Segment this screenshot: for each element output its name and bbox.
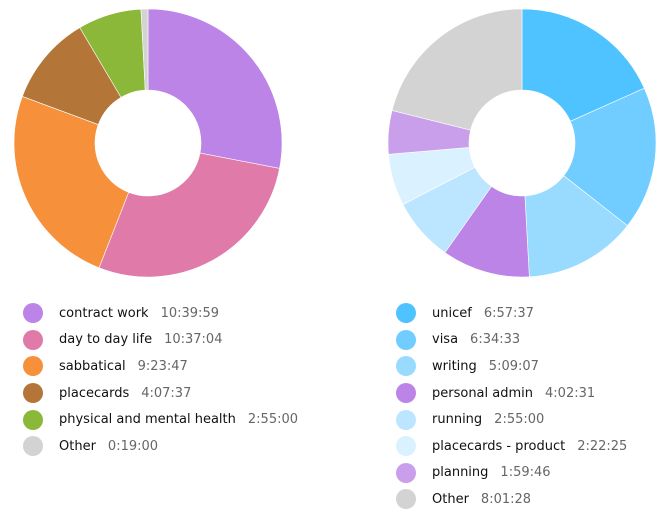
legend-item[interactable]: personal admin 4:02:31 — [396, 380, 627, 407]
legend-value: 2:55:00 — [247, 412, 299, 428]
right-slice-unicef[interactable] — [521, 8, 645, 122]
legend-label: unicef — [432, 305, 472, 321]
legend-value: 4:07:37 — [141, 385, 192, 401]
legend-color-dot — [396, 462, 416, 483]
legend-right: unicef 6:57:37 visa 6:34:33 writing 5:09… — [396, 300, 627, 513]
left-slice-other[interactable] — [140, 8, 149, 91]
legend-item[interactable]: placecards 4:07:37 — [23, 380, 298, 407]
legend-value: 6:34:33 — [470, 332, 521, 348]
legend-left: contract work 10:39:59 day to day life 1… — [23, 300, 298, 460]
legend-label: writing — [432, 358, 477, 374]
legend-item[interactable]: Other 0:19:00 — [23, 433, 298, 460]
legend-value: 1:59:46 — [500, 465, 551, 481]
legend-color-dot — [23, 436, 43, 457]
legend-color-dot — [396, 356, 416, 377]
legend-label: placecards - product — [432, 438, 566, 454]
legend-item[interactable]: contract work 10:39:59 — [23, 300, 298, 327]
left-slice-contract-work[interactable] — [147, 8, 283, 169]
legend-item[interactable]: writing 5:09:07 — [396, 353, 627, 380]
right-slice-visa[interactable] — [563, 87, 657, 227]
legend-item[interactable]: physical and mental health 2:55:00 — [23, 406, 298, 433]
legend-item[interactable]: Other 8:01:28 — [396, 486, 627, 513]
legend-value: 4:02:31 — [545, 385, 596, 401]
left-slice-sabbatical[interactable] — [13, 96, 130, 269]
legend-color-dot — [396, 436, 416, 457]
legend-color-dot — [396, 489, 416, 510]
legend-color-dot — [23, 329, 43, 350]
legend-item[interactable]: sabbatical 9:23:47 — [23, 353, 298, 380]
legend-label: contract work — [59, 305, 149, 321]
legend-label: Other — [59, 438, 96, 454]
legend-label: placecards — [59, 385, 130, 401]
legend-label: running — [432, 412, 483, 428]
legend-item[interactable]: visa 6:34:33 — [396, 327, 627, 354]
legend-item[interactable]: planning 1:59:46 — [396, 460, 627, 487]
legend-value: 10:39:59 — [160, 305, 219, 321]
legend-color-dot — [396, 383, 416, 404]
legend-label: planning — [432, 465, 489, 481]
legend-value: 9:23:47 — [137, 358, 188, 374]
legend-item[interactable]: day to day life 10:37:04 — [23, 327, 298, 354]
legend-item[interactable]: unicef 6:57:37 — [396, 300, 627, 327]
legend-label: personal admin — [432, 385, 534, 401]
legend-color-dot — [396, 329, 416, 350]
legend-color-dot — [23, 409, 43, 430]
legend-value: 0:19:00 — [107, 438, 159, 454]
legend-color-dot — [23, 356, 43, 377]
donut-chart-right — [387, 8, 657, 278]
legend-color-dot — [396, 409, 416, 430]
donut-chart-left — [13, 8, 283, 278]
legend-label: physical and mental health — [59, 412, 236, 428]
legend-label: sabbatical — [59, 358, 126, 374]
legend-value: 2:55:00 — [494, 412, 545, 428]
right-slice-other[interactable] — [391, 8, 523, 131]
legend-value: 10:37:04 — [164, 332, 223, 348]
legend-value: 8:01:28 — [480, 491, 532, 507]
legend-item[interactable]: placecards - product 2:22:25 — [396, 433, 627, 460]
legend-value: 6:57:37 — [483, 305, 534, 321]
legend-item[interactable]: running 2:55:00 — [396, 406, 627, 433]
legend-label: day to day life — [59, 332, 153, 348]
legend-color-dot — [23, 383, 43, 404]
legend-label: Other — [432, 491, 469, 507]
legend-value: 2:22:25 — [577, 438, 628, 454]
legend-color-dot — [23, 303, 43, 324]
legend-value: 5:09:07 — [488, 358, 539, 374]
left-slice-day-to-day-life[interactable] — [98, 152, 280, 278]
legend-label: visa — [432, 332, 459, 348]
legend-color-dot — [396, 303, 416, 324]
